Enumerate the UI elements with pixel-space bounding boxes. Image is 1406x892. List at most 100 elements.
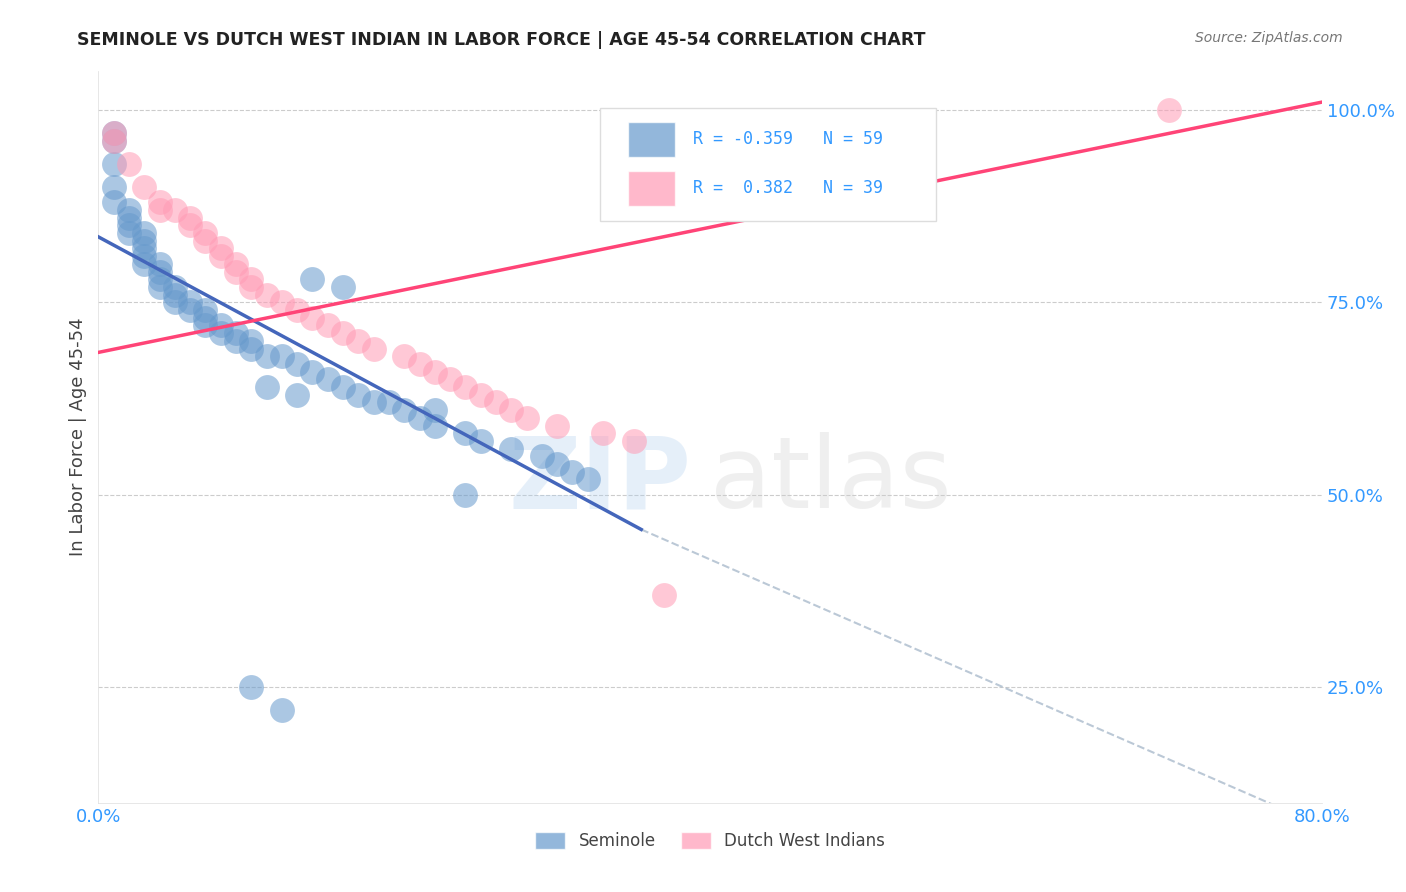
- Text: SEMINOLE VS DUTCH WEST INDIAN IN LABOR FORCE | AGE 45-54 CORRELATION CHART: SEMINOLE VS DUTCH WEST INDIAN IN LABOR F…: [77, 31, 925, 49]
- Point: [149, 264, 172, 278]
- Point: [392, 349, 416, 363]
- Point: [454, 380, 477, 394]
- Point: [347, 388, 370, 402]
- Point: [546, 457, 568, 471]
- Point: [592, 426, 614, 441]
- Point: [103, 134, 125, 148]
- Text: R = -0.359   N = 59: R = -0.359 N = 59: [693, 130, 883, 148]
- Point: [423, 418, 446, 433]
- Point: [270, 295, 292, 310]
- Point: [194, 234, 217, 248]
- Point: [530, 450, 553, 464]
- Point: [103, 195, 125, 210]
- Point: [209, 318, 232, 333]
- Point: [134, 179, 156, 194]
- Point: [163, 202, 186, 217]
- Text: R =  0.382   N = 39: R = 0.382 N = 39: [693, 179, 883, 197]
- Legend: Seminole, Dutch West Indians: Seminole, Dutch West Indians: [529, 825, 891, 856]
- Point: [225, 257, 247, 271]
- Point: [163, 295, 186, 310]
- Point: [163, 280, 186, 294]
- Point: [652, 588, 675, 602]
- Point: [501, 442, 523, 456]
- Point: [149, 202, 172, 217]
- Point: [546, 418, 568, 433]
- Point: [240, 272, 263, 286]
- Point: [256, 349, 278, 363]
- Point: [623, 434, 645, 448]
- Point: [134, 257, 156, 271]
- Point: [501, 403, 523, 417]
- Point: [561, 465, 583, 479]
- Point: [408, 357, 430, 371]
- Point: [179, 303, 201, 318]
- Point: [270, 703, 292, 717]
- Point: [163, 287, 186, 301]
- Point: [423, 365, 446, 379]
- Point: [240, 280, 263, 294]
- Point: [423, 403, 446, 417]
- Bar: [628, 122, 675, 157]
- Point: [134, 226, 156, 240]
- Point: [240, 681, 263, 695]
- Point: [256, 287, 278, 301]
- Point: [332, 280, 354, 294]
- FancyBboxPatch shape: [600, 108, 936, 221]
- Point: [103, 157, 125, 171]
- Point: [485, 395, 508, 409]
- Point: [301, 365, 323, 379]
- Point: [225, 264, 247, 278]
- Point: [134, 242, 156, 256]
- Point: [225, 334, 247, 348]
- Point: [209, 326, 232, 340]
- Point: [363, 395, 385, 409]
- Point: [316, 372, 339, 386]
- Point: [363, 342, 385, 356]
- Point: [439, 372, 461, 386]
- Point: [392, 403, 416, 417]
- Point: [118, 211, 141, 225]
- Point: [103, 126, 125, 140]
- Point: [194, 310, 217, 325]
- Point: [301, 310, 323, 325]
- Point: [332, 326, 354, 340]
- Point: [301, 272, 323, 286]
- Point: [118, 202, 141, 217]
- Point: [134, 249, 156, 263]
- Point: [209, 242, 232, 256]
- Point: [149, 257, 172, 271]
- Point: [194, 226, 217, 240]
- Point: [332, 380, 354, 394]
- Point: [1157, 103, 1180, 117]
- Point: [285, 357, 308, 371]
- Point: [240, 334, 263, 348]
- Point: [103, 134, 125, 148]
- Point: [103, 179, 125, 194]
- Point: [240, 342, 263, 356]
- Point: [270, 349, 292, 363]
- Point: [454, 488, 477, 502]
- Point: [149, 280, 172, 294]
- Y-axis label: In Labor Force | Age 45-54: In Labor Force | Age 45-54: [69, 318, 87, 557]
- Text: Source: ZipAtlas.com: Source: ZipAtlas.com: [1195, 31, 1343, 45]
- Point: [149, 272, 172, 286]
- Point: [256, 380, 278, 394]
- Point: [209, 249, 232, 263]
- Point: [470, 434, 492, 448]
- Point: [347, 334, 370, 348]
- Point: [179, 295, 201, 310]
- Text: atlas: atlas: [710, 433, 952, 530]
- Point: [516, 410, 538, 425]
- Point: [576, 472, 599, 486]
- Point: [285, 388, 308, 402]
- Point: [179, 219, 201, 233]
- Point: [194, 318, 217, 333]
- Point: [225, 326, 247, 340]
- Point: [378, 395, 401, 409]
- Point: [179, 211, 201, 225]
- Point: [134, 234, 156, 248]
- Point: [103, 126, 125, 140]
- Point: [118, 219, 141, 233]
- Text: ZIP: ZIP: [509, 433, 692, 530]
- Point: [316, 318, 339, 333]
